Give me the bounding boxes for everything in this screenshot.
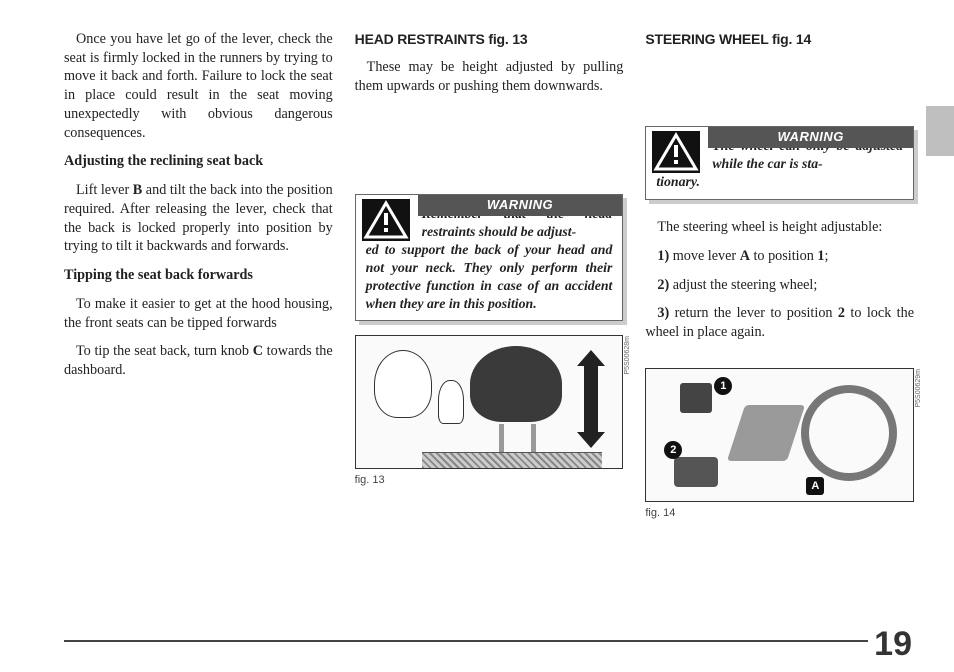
fig14-caption: fig. 14 [645,506,914,521]
col1-sub2-title: Tipping the seat back forwards [64,266,333,285]
col1-sub2-p2: To tip the seat back, turn knob C toward… [64,342,333,379]
warning-box-steering: WARNING The wheel can only be adjusted w… [645,126,914,200]
fig14-badge-A: A [806,477,824,495]
warning-icon [652,131,700,173]
col3-intro: The steering wheel is height adjustable: [645,218,914,237]
fig13-seat [422,452,602,468]
fig13-head-outline [374,350,432,418]
fig13-headrest [470,346,562,422]
fig14-steering-wheel [801,385,897,481]
side-tab [926,106,954,156]
col3-step3: 3) return the lever to position 2 to loc… [645,304,914,341]
fig13-code: P5S00628m [623,336,632,375]
warning-label: WARNING [418,195,623,216]
col3-heading: STEERING WHEEL fig. 14 [645,30,914,48]
column-3: STEERING WHEEL fig. 14 WARNING The wheel… [645,30,914,630]
page-content: Once you have let go of the lever, check… [64,30,914,630]
figure-13: P5S00628m [355,335,624,469]
col1-sub1-title: Adjusting the reclining seat back [64,152,333,171]
figure-14: P5S00629m 1 2 A [645,368,914,502]
col1-intro: Once you have let go of the lever, check… [64,30,333,142]
warning-label: WARNING [708,127,913,148]
fig14-steering-column [727,405,805,461]
col3-step2: 2) adjust the steering wheel; [645,276,914,295]
warning-box-head-restraints: WARNING Remember that the head restraint… [355,194,624,322]
col2-heading: HEAD RESTRAINTS fig. 13 [355,30,624,48]
col2-intro: These may be height adjusted by pulling … [355,58,624,95]
fig14-badge-1: 1 [714,377,732,395]
fig13-caption: fig. 13 [355,473,624,488]
col3-step1: 1) move lever A to position 1; [645,247,914,266]
page-number: 19 [874,625,912,664]
col1-sub2-p1: To make it easier to get at the hood hou… [64,295,333,332]
column-1: Once you have let go of the lever, check… [64,30,333,630]
fig13-arrow-updown [584,364,598,434]
page-rule [64,640,868,642]
fig14-lever-up [680,383,712,413]
fig14-lever-down [674,457,718,487]
column-2: HEAD RESTRAINTS fig. 13 These may be hei… [355,30,624,630]
warning-icon [362,199,410,241]
fig13-small-headrest [438,380,464,424]
fig14-code: P5S00629m [914,369,923,408]
col1-sub1-body: Lift lever B and tilt the back into the … [64,181,333,256]
